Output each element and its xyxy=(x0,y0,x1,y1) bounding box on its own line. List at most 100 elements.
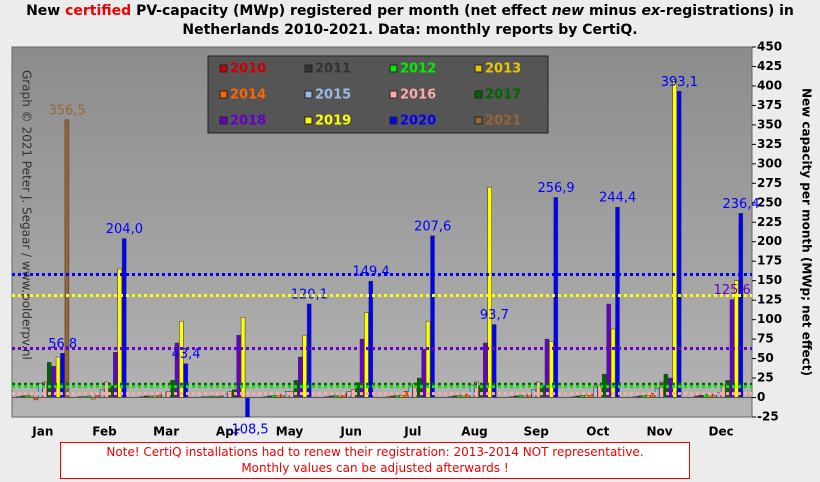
y-tick-label: 375 xyxy=(757,98,782,112)
note-line: Note! CertiQ installations had to renew … xyxy=(106,445,644,459)
chart: Graph © 2021 Peter J. Segaar / www.polde… xyxy=(11,40,814,439)
legend-swatch xyxy=(389,116,398,125)
bar xyxy=(64,119,70,398)
y-tick-label: 250 xyxy=(757,195,782,209)
bar xyxy=(734,280,739,398)
x-tick-label: Jul xyxy=(403,425,421,439)
data-label: 393,1 xyxy=(661,75,698,90)
chart-title: New certified PV-capacity (MWp) register… xyxy=(20,2,800,40)
bar xyxy=(121,238,127,398)
x-tick-label: Apr xyxy=(216,425,240,439)
y-tick-label: 150 xyxy=(757,273,782,287)
y-tick-label: 325 xyxy=(757,137,782,151)
legend-swatch xyxy=(389,64,398,73)
x-tick-label: May xyxy=(276,425,304,439)
bar xyxy=(55,356,61,398)
legend-label: 2012 xyxy=(400,62,436,77)
y-tick-label: 0 xyxy=(757,390,765,404)
title-part: certified xyxy=(65,3,132,19)
bar xyxy=(113,352,118,398)
data-label: -108,5 xyxy=(227,423,269,438)
legend-label: 2021 xyxy=(485,114,521,129)
legend-swatch xyxy=(474,64,483,73)
y-tick-label: 125 xyxy=(757,293,782,307)
bar xyxy=(170,380,175,398)
legend-label: 2020 xyxy=(400,114,436,129)
bar xyxy=(104,381,109,398)
legend-label: 2016 xyxy=(400,88,436,103)
data-label: 236,4 xyxy=(722,197,759,212)
y-tick-label: -25 xyxy=(757,410,779,424)
credit: Graph © 2021 Peter J. Segaar / www.polde… xyxy=(20,70,34,360)
x-tick-label: Aug xyxy=(461,425,487,439)
bar xyxy=(553,197,559,398)
legend-label: 2010 xyxy=(230,62,266,77)
legend-swatch xyxy=(219,90,228,99)
bar xyxy=(430,235,435,398)
y-tick-label: 100 xyxy=(757,312,782,326)
legend-label: 2011 xyxy=(315,62,351,77)
x-tick-label: Jun xyxy=(339,425,362,439)
note: Note! CertiQ installations had to renew … xyxy=(60,442,690,479)
legend-swatch xyxy=(219,116,228,125)
legend-label: 2017 xyxy=(485,88,521,103)
data-label: 204,0 xyxy=(106,222,143,237)
data-label: 93,7 xyxy=(480,308,509,323)
x-tick-label: Oct xyxy=(586,425,609,439)
legend-label: 2019 xyxy=(315,114,351,129)
legend-swatch xyxy=(304,64,313,73)
title-part: registrations) in Netherlands 2010-2021.… xyxy=(182,3,794,38)
legend-label: 2015 xyxy=(315,88,351,103)
y-axis-label: New capacity per month (MWp; net effect) xyxy=(800,88,814,376)
title-part: minus xyxy=(584,3,642,19)
bar xyxy=(593,386,598,398)
legend-swatch xyxy=(219,64,228,73)
y-tick-label: 175 xyxy=(757,254,782,268)
title-part: PV-capacity (MWp) registered per month (… xyxy=(131,3,552,19)
title-part: New xyxy=(26,3,66,19)
title-part: ex- xyxy=(641,3,666,19)
note-line: Monthly values can be adjusted afterward… xyxy=(241,461,509,475)
bar xyxy=(302,334,307,398)
data-label: 43,4 xyxy=(172,347,201,362)
x-tick-label: Mar xyxy=(153,425,179,439)
y-tick-label: 25 xyxy=(757,371,774,385)
data-label: 244,4 xyxy=(599,191,636,206)
x-tick-label: Feb xyxy=(92,425,117,439)
bar xyxy=(421,348,426,398)
bar xyxy=(487,186,492,398)
legend-swatch xyxy=(304,116,313,125)
data-label: 120,1 xyxy=(291,287,328,302)
bar xyxy=(298,356,303,398)
legend-label: 2018 xyxy=(230,114,266,129)
data-label: 207,6 xyxy=(414,219,451,234)
legend-box xyxy=(207,55,549,134)
legend: 2010 2011 2012 2013 2014 2015 2016 2017 2018 2019… xyxy=(207,55,549,134)
y-tick-label: 225 xyxy=(757,215,782,229)
x-tick-label: Jan xyxy=(31,425,53,439)
x-tick-label: Nov xyxy=(646,425,672,439)
legend-swatch xyxy=(389,90,398,99)
bar xyxy=(236,334,241,398)
x-tick-label: Dec xyxy=(709,425,734,439)
bar xyxy=(117,268,122,398)
title-part: new xyxy=(551,3,585,19)
legend-label: 2013 xyxy=(485,62,521,77)
y-tick-label: 50 xyxy=(757,351,774,365)
x-tick-label: Sep xyxy=(523,425,549,439)
bar xyxy=(60,353,65,398)
legend-swatch xyxy=(304,90,313,99)
bar xyxy=(38,383,43,398)
y-tick-label: 275 xyxy=(757,176,782,190)
bar xyxy=(483,342,488,398)
y-tick-label: 425 xyxy=(757,59,782,73)
bar xyxy=(368,280,374,398)
y-tick-label: 400 xyxy=(757,78,782,92)
y-tick-label: 75 xyxy=(757,332,774,346)
legend-swatch xyxy=(474,116,483,125)
y-tick-label: 300 xyxy=(757,156,782,170)
bar xyxy=(676,91,682,398)
data-label: 256,9 xyxy=(537,181,574,196)
y-tick-label: 450 xyxy=(757,40,782,54)
